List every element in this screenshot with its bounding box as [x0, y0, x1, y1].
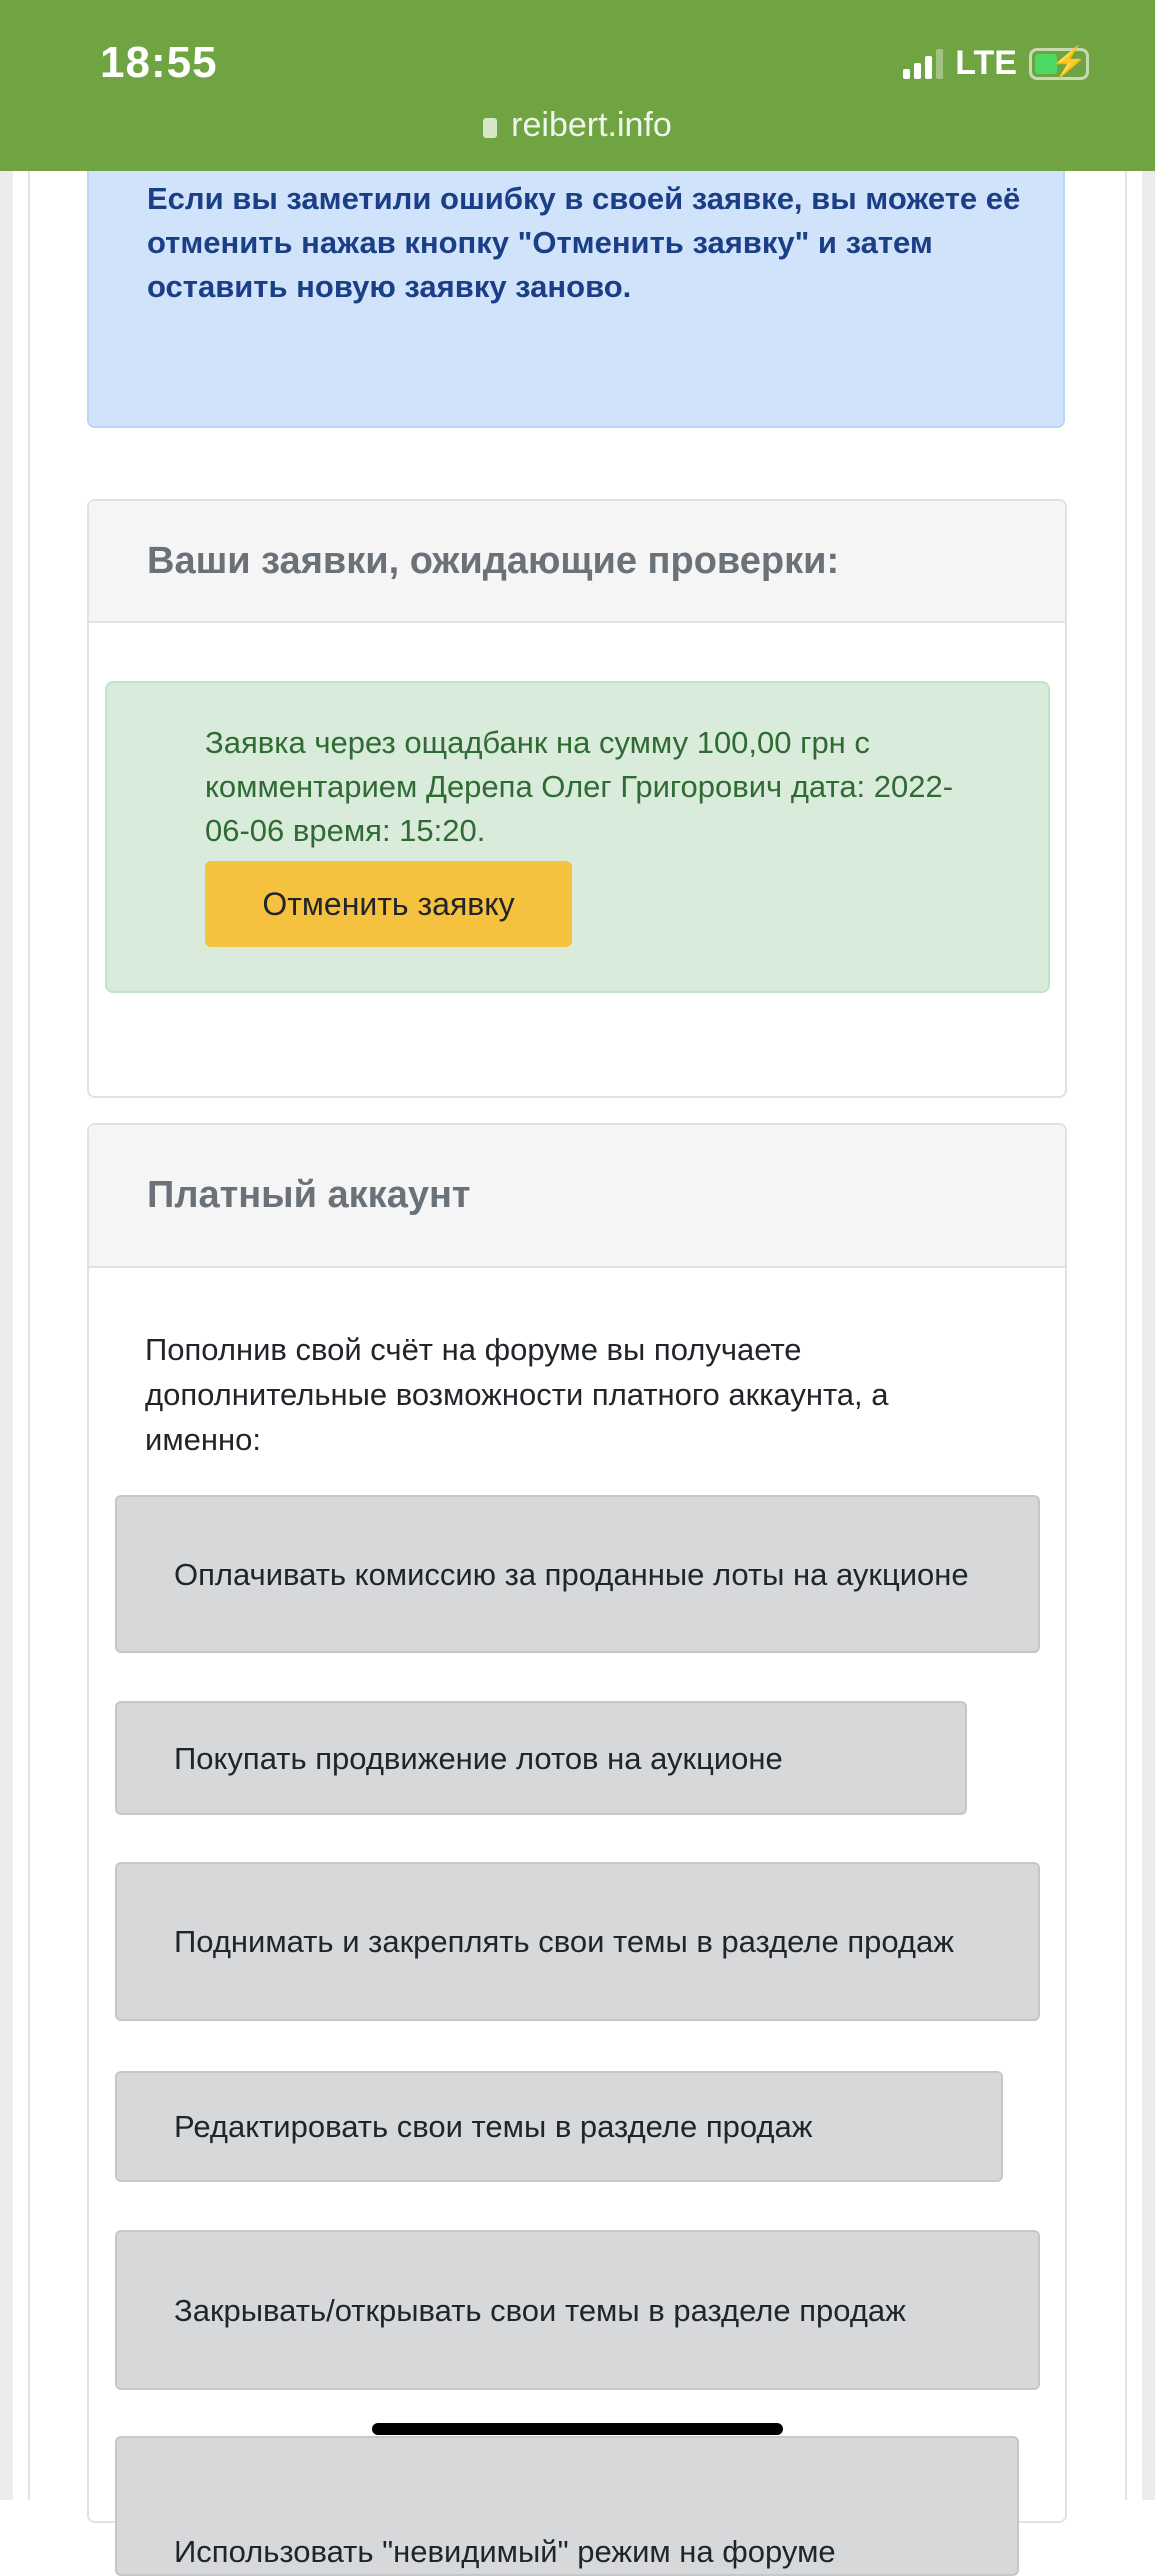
feature-item: Редактировать свои темы в разделе продаж: [115, 2071, 1003, 2182]
cancel-request-button[interactable]: Отменить заявку: [205, 861, 572, 947]
signal-icon: [903, 48, 944, 79]
address-bar[interactable]: reibert.info: [0, 106, 1155, 145]
lock-icon: [483, 118, 498, 138]
info-alert: Если вы заметили ошибку в своей заявке, …: [87, 171, 1065, 428]
feature-item: Оплачивать комиссию за проданные лоты на…: [115, 1495, 1040, 1653]
paid-account-intro: Пополнив свой счёт на форуме вы получает…: [145, 1332, 889, 1457]
network-type: LTE: [955, 44, 1017, 82]
panel-title: Платный аккаунт: [147, 1174, 471, 1216]
panel-header: Платный аккаунт: [89, 1125, 1065, 1268]
status-time: 18:55: [100, 38, 218, 87]
feature-item: Закрывать/открывать свои темы в разделе …: [115, 2230, 1040, 2390]
home-indicator[interactable]: [372, 2423, 783, 2435]
request-text: Заявка через ощадбанк на сумму 100,00 гр…: [205, 725, 954, 848]
panel-title: Ваши заявки, ожидающие проверки:: [147, 539, 840, 582]
panel-header: Ваши заявки, ожидающие проверки:: [89, 501, 1065, 623]
page-frame: [0, 171, 1155, 2500]
pending-request-alert: Заявка через ощадбанк на сумму 100,00 гр…: [105, 681, 1050, 993]
feature-item: Покупать продвижение лотов на аукционе: [115, 1701, 967, 1815]
feature-item: Поднимать и закреплять свои темы в разде…: [115, 1862, 1040, 2021]
status-icons: LTE ⚡: [903, 44, 1089, 83]
paid-account-panel: Платный аккаунт Пополнив свой счёт на фо…: [87, 1123, 1067, 2576]
feature-item: Использовать "невидимый" режим на форуме: [115, 2436, 1019, 2576]
status-and-address-bar: 18:55 LTE ⚡ reibert.info: [0, 0, 1155, 171]
url-text: reibert.info: [511, 106, 672, 144]
battery-charging-icon: ⚡: [1029, 46, 1089, 80]
info-alert-text: Если вы заметили ошибку в своей заявке, …: [147, 181, 1021, 304]
pending-requests-panel: Ваши заявки, ожидающие проверки: Заявка …: [87, 499, 1067, 1098]
